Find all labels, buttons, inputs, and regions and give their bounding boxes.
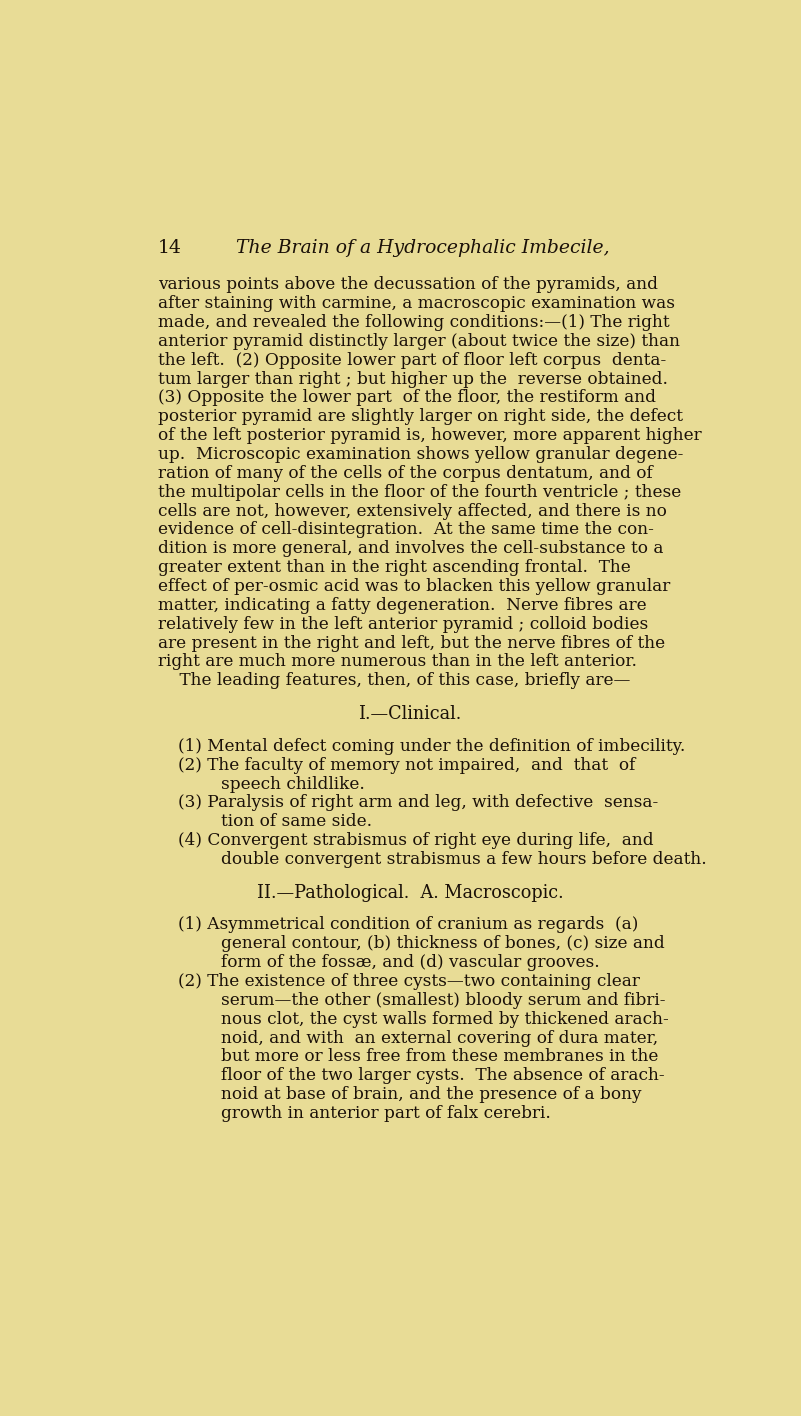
Text: anterior pyramid distinctly larger (about twice the size) than: anterior pyramid distinctly larger (abou… xyxy=(159,333,680,350)
Text: the multipolar cells in the floor of the fourth ventricle ; these: the multipolar cells in the floor of the… xyxy=(159,484,682,501)
Text: I.—Clinical.: I.—Clinical. xyxy=(359,705,461,724)
Text: growth in anterior part of falx cerebri.: growth in anterior part of falx cerebri. xyxy=(178,1104,550,1121)
Text: dition is more general, and involves the cell-substance to a: dition is more general, and involves the… xyxy=(159,541,664,558)
Text: The leading features, then, of this case, briefly are—: The leading features, then, of this case… xyxy=(159,673,630,690)
Text: (2) The faculty of memory not impaired,  and  that  of: (2) The faculty of memory not impaired, … xyxy=(178,756,635,773)
Text: tion of same side.: tion of same side. xyxy=(178,813,372,830)
Text: but more or less free from these membranes in the: but more or less free from these membran… xyxy=(178,1048,658,1065)
Text: nous clot, the cyst walls formed by thickened arach-: nous clot, the cyst walls formed by thic… xyxy=(178,1011,668,1028)
Text: are present in the right and left, but the nerve fibres of the: are present in the right and left, but t… xyxy=(159,634,666,651)
Text: cells are not, however, extensively affected, and there is no: cells are not, however, extensively affe… xyxy=(159,503,667,520)
Text: (1) Asymmetrical condition of cranium as regards  (a): (1) Asymmetrical condition of cranium as… xyxy=(178,916,638,933)
Text: various points above the decussation of the pyramids, and: various points above the decussation of … xyxy=(159,276,658,293)
Text: relatively few in the left anterior pyramid ; colloid bodies: relatively few in the left anterior pyra… xyxy=(159,616,649,633)
Text: effect of per-osmic acid was to blacken this yellow granular: effect of per-osmic acid was to blacken … xyxy=(159,578,670,595)
Text: after staining with carmine, a macroscopic examination was: after staining with carmine, a macroscop… xyxy=(159,295,675,312)
Text: made, and revealed the following conditions:—(1) The right: made, and revealed the following conditi… xyxy=(159,314,670,331)
Text: posterior pyramid are slightly larger on right side, the defect: posterior pyramid are slightly larger on… xyxy=(159,408,683,425)
Text: serum—the other (smallest) bloody serum and fibri-: serum—the other (smallest) bloody serum … xyxy=(178,991,665,1008)
Text: up.  Microscopic examination shows yellow granular degene-: up. Microscopic examination shows yellow… xyxy=(159,446,683,463)
Text: the left.  (2) Opposite lower part of floor left corpus  denta-: the left. (2) Opposite lower part of flo… xyxy=(159,351,666,368)
Text: matter, indicating a fatty degeneration.  Nerve fibres are: matter, indicating a fatty degeneration.… xyxy=(159,598,647,615)
Text: speech childlike.: speech childlike. xyxy=(178,776,364,793)
Text: floor of the two larger cysts.  The absence of arach-: floor of the two larger cysts. The absen… xyxy=(178,1068,664,1085)
Text: of the left posterior pyramid is, however, more apparent higher: of the left posterior pyramid is, howeve… xyxy=(159,428,702,445)
Text: (2) The existence of three cysts—two containing clear: (2) The existence of three cysts—two con… xyxy=(178,973,639,990)
Text: evidence of cell-disintegration.  At the same time the con-: evidence of cell-disintegration. At the … xyxy=(159,521,654,538)
Text: (3) Paralysis of right arm and leg, with defective  sensa-: (3) Paralysis of right arm and leg, with… xyxy=(178,794,658,811)
Text: tum larger than right ; but higher up the  reverse obtained.: tum larger than right ; but higher up th… xyxy=(159,371,668,388)
Text: form of the fossæ, and (d) vascular grooves.: form of the fossæ, and (d) vascular groo… xyxy=(178,954,599,971)
Text: The Brain of a Hydrocephalic Imbecile,: The Brain of a Hydrocephalic Imbecile, xyxy=(235,239,610,258)
Text: double convergent strabismus a few hours before death.: double convergent strabismus a few hours… xyxy=(178,851,706,868)
Text: II.—Pathological.  A. Macroscopic.: II.—Pathological. A. Macroscopic. xyxy=(257,884,563,902)
Text: general contour, (b) thickness of bones, (c) size and: general contour, (b) thickness of bones,… xyxy=(178,936,664,953)
Text: 14: 14 xyxy=(159,239,182,258)
Text: (1) Mental defect coming under the definition of imbecility.: (1) Mental defect coming under the defin… xyxy=(178,738,685,755)
Text: right are much more numerous than in the left anterior.: right are much more numerous than in the… xyxy=(159,653,638,671)
Text: noid at base of brain, and the presence of a bony: noid at base of brain, and the presence … xyxy=(178,1086,641,1103)
Text: (4) Convergent strabismus of right eye during life,  and: (4) Convergent strabismus of right eye d… xyxy=(178,833,654,850)
Text: noid, and with  an external covering of dura mater,: noid, and with an external covering of d… xyxy=(178,1029,658,1046)
Text: greater extent than in the right ascending frontal.  The: greater extent than in the right ascendi… xyxy=(159,559,631,576)
Text: ration of many of the cells of the corpus dentatum, and of: ration of many of the cells of the corpu… xyxy=(159,464,653,481)
Text: (3) Opposite the lower part  of the floor, the restiform and: (3) Opposite the lower part of the floor… xyxy=(159,389,656,406)
